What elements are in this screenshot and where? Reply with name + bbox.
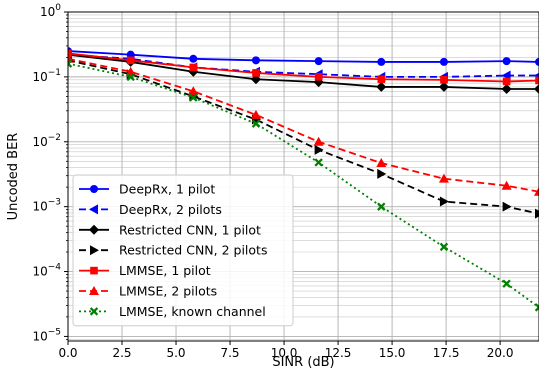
legend: DeepRx, 1 pilot DeepRx, 2 pilots Restricte… <box>72 174 294 327</box>
data-point <box>189 63 198 72</box>
x-tick-label: 20.0 <box>487 346 514 360</box>
data-point <box>534 303 539 312</box>
data-point <box>502 201 512 212</box>
data-point <box>439 196 449 207</box>
data-point <box>438 81 449 92</box>
data-point <box>439 242 449 252</box>
legend-label: LMMSE, 2 pilots <box>119 284 217 299</box>
data-point <box>126 56 135 65</box>
legend-label: Restricted CNN, 2 pilots <box>119 243 267 258</box>
data-point <box>502 57 511 66</box>
y-axis-label: Uncoded BER <box>6 133 21 221</box>
data-point <box>252 69 260 77</box>
x-axis-ticks: 0.0 2.5 5.0 7.5 10.0 12.5 15.0 17.5 20.0 <box>58 341 513 360</box>
y-tick-label: 10−3 <box>32 198 61 214</box>
legend-entry: DeepRx, 1 pilot <box>79 182 215 197</box>
data-point <box>535 76 539 85</box>
data-point <box>68 59 73 68</box>
legend-marker <box>89 286 99 295</box>
data-point <box>377 202 386 211</box>
data-point <box>314 57 323 66</box>
data-point <box>314 158 323 167</box>
series-line <box>68 57 539 193</box>
data-point <box>440 76 448 84</box>
data-point <box>535 57 539 66</box>
data-point <box>377 57 386 66</box>
data-point <box>189 54 198 63</box>
legend-label: LMMSE, known channel <box>119 304 266 319</box>
legend-label: Restricted CNN, 1 pilot <box>119 222 261 237</box>
legend-label: DeepRx, 1 pilot <box>119 182 215 197</box>
data-point <box>126 72 135 82</box>
legend-marker <box>89 307 99 316</box>
data-point <box>251 56 260 65</box>
legend-marker <box>90 185 98 193</box>
data-point <box>535 208 539 219</box>
series-line <box>68 53 539 78</box>
data-point <box>313 136 324 146</box>
data-point <box>534 84 539 95</box>
x-tick-label: 10.0 <box>271 346 298 360</box>
x-tick-label: 0.0 <box>58 346 77 360</box>
legend-entry: LMMSE, known channel <box>79 304 266 319</box>
y-tick-label: 10−5 <box>32 327 61 343</box>
data-point <box>376 81 387 92</box>
legend-label: LMMSE, 1 pilot <box>119 263 211 278</box>
y-tick-label: 10−2 <box>32 133 61 149</box>
data-point <box>68 53 73 63</box>
legend-marker <box>89 204 98 215</box>
data-point <box>189 93 198 102</box>
x-tick-label: 15.0 <box>379 346 406 360</box>
data-point <box>68 49 72 58</box>
legend-marker <box>89 224 99 235</box>
series-5 <box>68 53 539 196</box>
data-point <box>188 86 199 96</box>
data-point <box>376 158 387 168</box>
x-tick-label: 17.5 <box>433 346 460 360</box>
legend-entry: LMMSE, 1 pilot <box>79 263 211 278</box>
data-point <box>314 73 323 81</box>
y-tick-label: 10−4 <box>32 263 61 279</box>
legend-marker <box>90 266 98 275</box>
series-layer <box>68 47 539 312</box>
data-point <box>502 279 511 288</box>
data-point <box>438 173 449 183</box>
x-axis-label: SINR (dB) <box>272 355 334 370</box>
y-axis-ticks: 100 10−1 10−2 10−3 10−4 10−5 <box>32 3 68 343</box>
legend-marker <box>90 245 99 256</box>
legend-entry: DeepRx, 2 pilots <box>79 202 222 217</box>
data-point <box>501 84 512 95</box>
data-point <box>314 144 324 155</box>
data-point <box>501 180 512 190</box>
data-point <box>502 77 511 86</box>
legend-entry: LMMSE, 2 pilots <box>79 284 217 299</box>
data-point <box>439 57 448 66</box>
x-tick-label: 5.0 <box>166 346 185 360</box>
data-point <box>250 109 261 119</box>
legend-box <box>72 174 294 327</box>
legend-entry: Restricted CNN, 1 pilot <box>79 222 261 237</box>
data-point <box>534 186 539 196</box>
series-4 <box>68 49 539 86</box>
x-tick-label: 7.5 <box>220 346 239 360</box>
x-tick-label: 12.5 <box>325 346 352 360</box>
data-point <box>377 75 386 84</box>
x-tick-label: 2.5 <box>112 346 131 360</box>
plot-frame <box>67 11 539 342</box>
legend-entry: Restricted CNN, 2 pilots <box>79 243 267 258</box>
series-6 <box>68 59 539 312</box>
y-tick-label: 100 <box>40 3 61 19</box>
data-point <box>251 119 261 128</box>
y-tick-label: 10−1 <box>32 68 61 84</box>
data-point <box>377 168 387 179</box>
legend-label: DeepRx, 2 pilots <box>119 202 222 217</box>
